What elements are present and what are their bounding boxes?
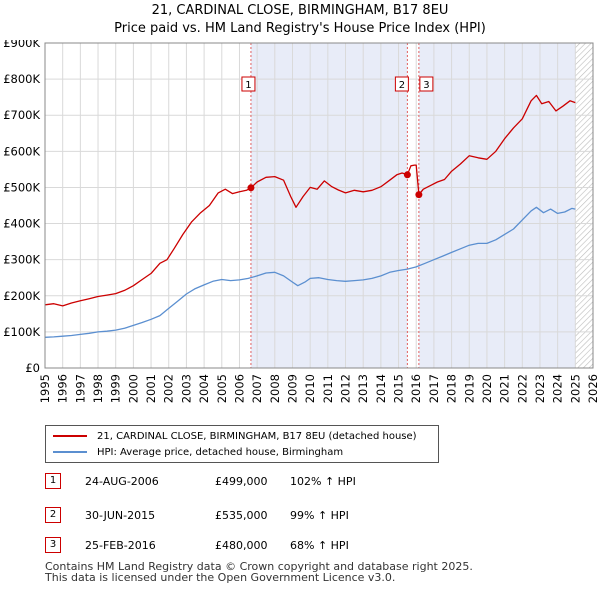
x-tick-label: 1999 bbox=[109, 374, 123, 403]
x-tick-label: 2011 bbox=[321, 374, 335, 403]
hpi-line bbox=[44, 206, 576, 338]
title-line-1: 21, CARDINAL CLOSE, BIRMINGHAM, B17 8EU bbox=[151, 3, 449, 18]
legend-label-property: 21, CARDINAL CLOSE, BIRMINGHAM, B17 8EU … bbox=[97, 430, 417, 442]
y-tick-label: £0 bbox=[25, 361, 40, 375]
x-tick-label: 1996 bbox=[56, 374, 70, 403]
legend-item-property: 21, CARDINAL CLOSE, BIRMINGHAM, B17 8EU … bbox=[46, 428, 417, 444]
x-tick-label: 2026 bbox=[586, 374, 600, 403]
sale-price: £499,000 bbox=[215, 475, 268, 488]
sale-point bbox=[415, 191, 423, 199]
y-tick-label: £900K bbox=[3, 40, 40, 50]
x-tick-label: 2023 bbox=[533, 374, 547, 403]
sale-label-text: 2 bbox=[399, 80, 405, 91]
sale-price: £480,000 bbox=[215, 539, 268, 552]
x-tick-label: 2000 bbox=[126, 374, 140, 403]
x-tick-label: 2013 bbox=[356, 374, 370, 403]
sale-date: 30-JUN-2015 bbox=[85, 509, 156, 522]
y-tick-label: £100K bbox=[3, 325, 40, 339]
sale-label-box bbox=[241, 76, 256, 92]
x-tick-label: 2022 bbox=[515, 374, 529, 403]
sale-label-box bbox=[394, 76, 409, 92]
x-tick-label: 1998 bbox=[91, 374, 105, 403]
legend-label-hpi: HPI: Average price, detached house, Birm… bbox=[97, 446, 344, 458]
x-tick-label: 2015 bbox=[392, 374, 406, 403]
x-tick-label: 2005 bbox=[215, 374, 229, 403]
sale-marker: 2 bbox=[45, 507, 61, 523]
plot-border bbox=[44, 42, 594, 369]
title-line-2: Price paid vs. HM Land Registry's House … bbox=[114, 21, 486, 36]
legend-swatch-hpi bbox=[53, 451, 87, 453]
sale-point bbox=[247, 184, 255, 192]
x-tick-label: 1997 bbox=[73, 374, 87, 403]
x-tick-label: 2001 bbox=[144, 374, 158, 403]
ownership-span bbox=[418, 43, 576, 368]
chart-title: 21, CARDINAL CLOSE, BIRMINGHAM, B17 8EU … bbox=[0, 2, 600, 38]
x-tick-label: 2010 bbox=[303, 374, 317, 403]
sale-price: £535,000 bbox=[215, 509, 268, 522]
sale-label-box bbox=[419, 76, 434, 92]
x-tick-label: 2008 bbox=[268, 374, 282, 403]
sale-point bbox=[403, 171, 411, 179]
x-tick-label: 2020 bbox=[480, 374, 494, 403]
legend: 21, CARDINAL CLOSE, BIRMINGHAM, B17 8EU … bbox=[45, 425, 439, 463]
x-tick-label: 2014 bbox=[374, 374, 388, 403]
sale-hpi-change: 99% ↑ HPI bbox=[290, 509, 349, 522]
x-tick-label: 2003 bbox=[179, 374, 193, 403]
sale-marker: 1 bbox=[45, 473, 61, 489]
footer: Contains HM Land Registry data © Crown c… bbox=[45, 561, 473, 583]
y-tick-label: £600K bbox=[3, 144, 40, 158]
x-tick-label: 2002 bbox=[162, 374, 176, 403]
sale-marker: 3 bbox=[45, 537, 61, 553]
sale-row: 3 25-FEB-2016 £480,000 68% ↑ HPI bbox=[45, 537, 405, 553]
sale-row: 2 30-JUN-2015 £535,000 99% ↑ HPI bbox=[45, 507, 405, 523]
y-tick-label: £800K bbox=[3, 72, 40, 86]
x-tick-label: 2018 bbox=[445, 374, 459, 403]
x-tick-label: 2016 bbox=[409, 374, 423, 403]
property-price-line bbox=[44, 94, 576, 307]
y-tick-label: £700K bbox=[3, 108, 40, 122]
x-tick-label: 1995 bbox=[38, 374, 52, 403]
x-tick-label: 2017 bbox=[427, 374, 441, 403]
legend-item-hpi: HPI: Average price, detached house, Birm… bbox=[46, 444, 343, 460]
x-tick-label: 2024 bbox=[551, 374, 565, 403]
x-tick-label: 2025 bbox=[568, 374, 582, 403]
sale-hpi-change: 102% ↑ HPI bbox=[290, 475, 356, 488]
footer-line-1: Contains HM Land Registry data © Crown c… bbox=[45, 560, 473, 573]
x-tick-label: 2009 bbox=[285, 374, 299, 403]
x-tick-label: 2007 bbox=[250, 374, 264, 403]
sale-date: 24-AUG-2006 bbox=[85, 475, 159, 488]
sale-label-text: 3 bbox=[423, 80, 429, 91]
sale-row: 1 24-AUG-2006 £499,000 102% ↑ HPI bbox=[45, 473, 405, 489]
legend-swatch-property bbox=[53, 435, 87, 437]
price-chart: £0 £100K £200K £300K £400K £500K £600K £700K £80… bbox=[3, 40, 600, 403]
y-tick-label: £200K bbox=[3, 289, 40, 303]
footer-line-2: This data is licensed under the Open Gov… bbox=[45, 571, 396, 584]
sale-date: 25-FEB-2016 bbox=[85, 539, 156, 552]
sale-label-text: 1 bbox=[245, 80, 251, 91]
sale-hpi-change: 68% ↑ HPI bbox=[290, 539, 349, 552]
x-tick-label: 2006 bbox=[232, 374, 246, 403]
x-tick-label: 2021 bbox=[498, 374, 512, 403]
y-tick-label: £500K bbox=[3, 180, 40, 194]
x-tick-label: 2012 bbox=[339, 374, 353, 403]
y-tick-label: £400K bbox=[3, 217, 40, 231]
x-tick-label: 2004 bbox=[197, 374, 211, 403]
x-tick-label: 2019 bbox=[462, 374, 476, 403]
y-tick-label: £300K bbox=[3, 253, 40, 267]
hatched-region bbox=[575, 43, 593, 368]
